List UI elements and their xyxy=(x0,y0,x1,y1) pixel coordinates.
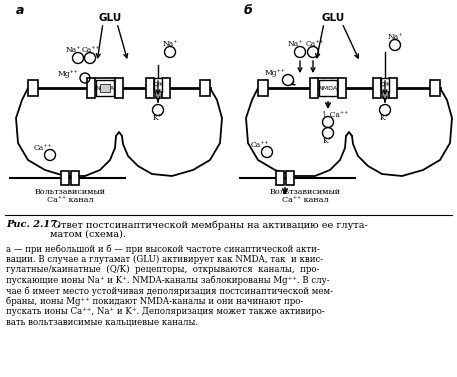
Bar xyxy=(276,171,284,185)
Bar xyxy=(286,171,294,185)
Text: а — при небольшой и б — при высокой частоте синаптической акти-: а — при небольшой и б — при высокой част… xyxy=(6,244,320,253)
Text: K⁺: K⁺ xyxy=(153,114,163,122)
Text: Ca⁺⁺: Ca⁺⁺ xyxy=(82,46,100,54)
Text: Ca⁺⁺: Ca⁺⁺ xyxy=(306,40,324,48)
Text: матом (схема).: матом (схема). xyxy=(50,230,126,239)
Bar xyxy=(382,91,388,98)
Bar xyxy=(200,80,210,96)
Bar xyxy=(154,78,162,92)
Bar xyxy=(61,171,69,185)
Bar xyxy=(87,78,95,98)
Text: GLU: GLU xyxy=(98,13,122,23)
Text: Рис. 2.17.: Рис. 2.17. xyxy=(6,220,60,229)
Bar xyxy=(115,78,123,98)
Bar xyxy=(100,84,110,92)
Bar xyxy=(155,91,161,98)
Text: пускать ионы Ca⁺⁺, Na⁺ и K⁺. Деполяризация может также активиро-: пускать ионы Ca⁺⁺, Na⁺ и K⁺. Деполяризац… xyxy=(6,307,325,316)
Bar xyxy=(310,78,318,98)
Text: NMDA: NMDA xyxy=(319,86,338,90)
Text: а: а xyxy=(16,3,24,17)
Text: вать вольтзависимые кальциевые каналы.: вать вольтзависимые кальциевые каналы. xyxy=(6,317,198,326)
Text: Вольтзависимый: Вольтзависимый xyxy=(270,188,340,196)
Text: Вольтзависимый: Вольтзависимый xyxy=(34,188,106,196)
Text: браны, ионы Mg⁺⁺ покидают NMDA-каналы и они начинают про-: браны, ионы Mg⁺⁺ покидают NMDA-каналы и … xyxy=(6,296,303,306)
Text: Na⁺: Na⁺ xyxy=(388,33,403,41)
Text: Ca⁺⁺ канал: Ca⁺⁺ канал xyxy=(282,196,328,204)
Bar xyxy=(381,78,389,92)
Bar xyxy=(71,171,79,185)
Text: Ответ постсинаптической мембраны на активацию ее глута-: Ответ постсинаптической мембраны на акти… xyxy=(50,220,368,230)
Text: K⁺: K⁺ xyxy=(323,137,333,145)
Bar xyxy=(258,80,268,96)
Bar xyxy=(389,78,397,98)
Text: Ca⁺⁺: Ca⁺⁺ xyxy=(251,141,269,149)
Text: Q/K: Q/K xyxy=(152,81,164,86)
Text: б: б xyxy=(244,3,252,17)
Text: Ca⁺⁺: Ca⁺⁺ xyxy=(34,144,52,152)
Text: Q/K: Q/K xyxy=(379,81,391,86)
Bar xyxy=(319,80,337,96)
Text: ↑ Ca⁺⁺: ↑ Ca⁺⁺ xyxy=(321,111,349,119)
Text: GLU: GLU xyxy=(321,13,345,23)
Bar xyxy=(162,78,170,98)
Bar xyxy=(373,78,381,98)
Text: Na⁺: Na⁺ xyxy=(162,40,178,48)
Text: вации. В случае а глутамат (GLU) активирует как NMDA, так  и квис-: вации. В случае а глутамат (GLU) активир… xyxy=(6,254,323,264)
Text: Mg⁺⁺: Mg⁺⁺ xyxy=(265,69,286,77)
Text: Ca⁺⁺ канал: Ca⁺⁺ канал xyxy=(47,196,93,204)
Text: NMDA: NMDA xyxy=(96,86,115,90)
Text: чае б имеет место устойчивая деполяризация постсинаптической мем-: чае б имеет место устойчивая деполяризац… xyxy=(6,286,333,296)
Bar xyxy=(96,80,114,96)
Bar xyxy=(28,80,38,96)
Text: пускающие ионы Na⁺ и K⁺. NMDA-каналы заблокированы Mg⁺⁺. В слу-: пускающие ионы Na⁺ и K⁺. NMDA-каналы заб… xyxy=(6,276,329,285)
Text: Mg⁺⁺: Mg⁺⁺ xyxy=(58,70,79,78)
Text: Na⁺: Na⁺ xyxy=(65,46,81,54)
Text: гулатные/каинатные  (Q/K)  рецепторы,  открываются  каналы,  про-: гулатные/каинатные (Q/K) рецепторы, откр… xyxy=(6,265,319,274)
Text: Na⁺: Na⁺ xyxy=(287,40,303,48)
Bar xyxy=(430,80,440,96)
Bar xyxy=(338,78,346,98)
Text: K⁺: K⁺ xyxy=(380,114,390,122)
Bar xyxy=(146,78,154,98)
